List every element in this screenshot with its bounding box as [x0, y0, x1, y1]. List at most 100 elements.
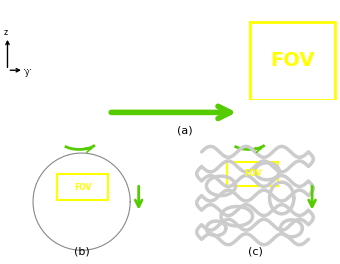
Point	[185, 72, 191, 77]
Point	[113, 190, 118, 194]
Point	[189, 85, 194, 89]
Point	[46, 235, 51, 239]
Point	[101, 174, 106, 178]
Point	[105, 239, 110, 243]
Point	[115, 207, 121, 211]
Point	[225, 79, 231, 84]
Point	[42, 183, 48, 187]
Point	[252, 96, 258, 101]
Point	[239, 69, 244, 73]
Point	[102, 227, 107, 232]
Point	[254, 78, 259, 82]
Point	[132, 40, 137, 44]
Point	[77, 79, 83, 83]
Point	[71, 160, 76, 164]
Point	[106, 198, 112, 202]
Point	[103, 195, 109, 199]
Point	[110, 216, 116, 221]
Point	[163, 60, 168, 65]
Point	[53, 175, 59, 179]
Point	[77, 233, 83, 238]
Point	[68, 159, 74, 163]
Point	[135, 93, 141, 97]
Point	[100, 170, 106, 174]
Point	[61, 229, 66, 233]
Point	[199, 62, 204, 66]
Point	[74, 63, 79, 68]
Point	[59, 56, 65, 61]
Point	[113, 227, 118, 231]
Point	[47, 84, 53, 88]
Point	[87, 183, 92, 187]
Point	[78, 211, 83, 215]
Point	[296, 35, 302, 39]
Point	[115, 43, 121, 47]
Point	[41, 196, 46, 200]
Point	[94, 200, 99, 205]
Point	[46, 168, 52, 172]
Point	[117, 61, 123, 65]
Point	[59, 163, 65, 167]
Point	[105, 200, 110, 204]
Point	[84, 165, 90, 169]
Point	[112, 204, 117, 209]
Point	[71, 204, 77, 208]
Point	[35, 210, 41, 214]
Point	[34, 201, 39, 205]
Point	[47, 214, 52, 219]
Point	[122, 218, 127, 222]
Point	[268, 36, 273, 40]
Point	[104, 190, 109, 194]
Point	[90, 163, 95, 167]
Point	[73, 164, 79, 168]
Point	[316, 89, 321, 93]
Point	[62, 171, 67, 175]
Point	[56, 214, 61, 219]
Point	[69, 245, 74, 249]
Point	[126, 199, 131, 203]
Point	[46, 208, 51, 212]
Point	[100, 204, 105, 208]
Point	[35, 199, 41, 203]
Point	[82, 34, 88, 38]
Point	[71, 220, 76, 224]
Point	[120, 188, 125, 193]
Point	[181, 50, 187, 54]
Point	[98, 192, 103, 196]
Point	[308, 40, 313, 45]
Point	[80, 167, 85, 171]
Point	[110, 210, 115, 214]
Point	[149, 77, 154, 81]
Point	[115, 79, 120, 83]
Point	[94, 216, 99, 220]
Point	[83, 168, 89, 172]
Point	[238, 63, 243, 68]
Point	[79, 93, 85, 97]
Point	[67, 183, 72, 187]
Point	[124, 187, 130, 191]
Point	[296, 67, 302, 71]
Point	[273, 78, 278, 82]
Point	[100, 216, 105, 220]
Point	[55, 173, 61, 178]
Point	[87, 228, 92, 232]
Point	[217, 46, 223, 51]
Point	[205, 26, 210, 31]
Point	[75, 24, 81, 28]
Point	[194, 85, 200, 89]
Point	[73, 200, 78, 204]
Point	[167, 93, 172, 97]
Point	[48, 234, 54, 238]
Point	[302, 50, 307, 55]
Point	[40, 203, 46, 207]
Point	[257, 21, 262, 26]
Point	[81, 204, 87, 208]
Point	[92, 219, 98, 223]
Point	[197, 82, 202, 86]
Point	[96, 227, 101, 232]
Point	[38, 87, 44, 91]
Point	[303, 81, 308, 86]
Point	[71, 234, 76, 239]
Point	[73, 244, 79, 248]
Point	[54, 50, 60, 55]
